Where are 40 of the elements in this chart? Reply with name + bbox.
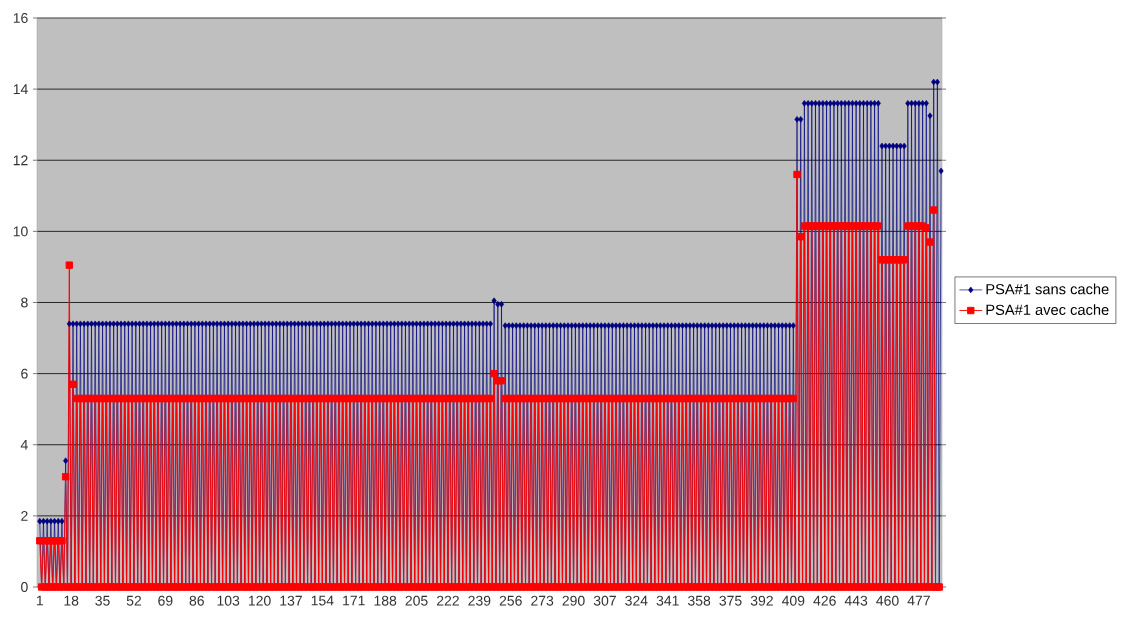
x-tick-label: 409 <box>781 595 805 606</box>
y-tick-label: 0 <box>21 582 28 592</box>
x-tick-label: 290 <box>562 595 585 606</box>
x-tick-label: 239 <box>468 595 491 606</box>
x-tick-label: 69 <box>158 595 173 606</box>
x-tick-label: 358 <box>687 595 711 606</box>
x-tick-label: 375 <box>719 595 742 606</box>
y-tick-label: 14 <box>13 84 28 94</box>
x-tick-label: 477 <box>907 595 930 606</box>
y-tick-label: 4 <box>20 439 28 450</box>
x-tick-label: 273 <box>531 595 554 606</box>
x-tick-label: 52 <box>126 595 142 606</box>
x-tick-label: 120 <box>248 595 271 606</box>
legend-label: PSA#1 sans cache <box>986 283 1109 295</box>
y-tick-label: 10 <box>13 226 28 237</box>
y-tick-label: 6 <box>21 368 28 379</box>
x-tick-label: 35 <box>95 595 110 606</box>
y-tick-label: 2 <box>21 511 28 521</box>
x-tick-label: 1 <box>36 595 43 606</box>
x-tick-label: 171 <box>343 595 365 606</box>
x-tick-label: 460 <box>876 595 899 606</box>
x-tick-label: 443 <box>844 595 868 606</box>
x-tick-label: 18 <box>64 595 79 606</box>
x-tick-label: 392 <box>750 595 773 606</box>
x-tick-label: 205 <box>405 595 428 606</box>
legend-label: PSA#1 avec cache <box>986 304 1109 315</box>
x-tick-label: 137 <box>280 595 302 606</box>
y-tick-label: 8 <box>21 297 28 308</box>
x-tick-label: 324 <box>625 595 648 606</box>
x-tick-label: 103 <box>217 595 240 606</box>
x-tick-label: 222 <box>436 595 459 606</box>
x-tick-label: 256 <box>499 595 522 606</box>
x-tick-label: 188 <box>374 595 397 606</box>
x-tick-label: 86 <box>189 595 204 606</box>
y-tick-label: 12 <box>13 155 28 166</box>
y-tick-label: 16 <box>13 13 28 23</box>
x-tick-label: 307 <box>593 595 616 606</box>
x-tick-label: 341 <box>656 595 679 606</box>
x-tick-label: 426 <box>813 595 836 606</box>
x-tick-label: 154 <box>311 595 334 606</box>
